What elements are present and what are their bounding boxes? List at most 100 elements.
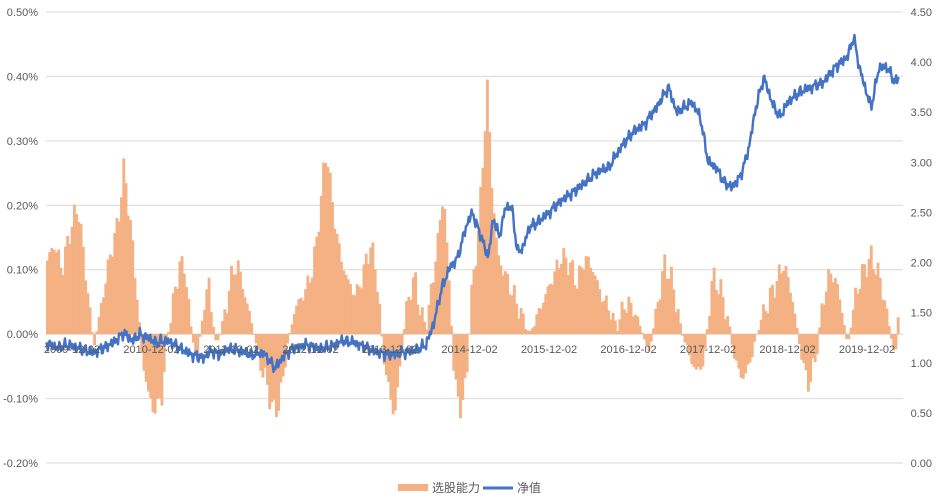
bar	[245, 303, 249, 335]
bar	[268, 334, 272, 410]
bar	[425, 329, 429, 335]
bar	[200, 320, 204, 335]
bar	[218, 334, 222, 335]
bar	[562, 248, 566, 335]
bar	[663, 254, 667, 335]
bar	[225, 313, 229, 335]
bar	[854, 287, 857, 335]
bar	[865, 277, 869, 335]
bar	[528, 330, 532, 335]
bar	[362, 264, 366, 335]
bar	[252, 334, 256, 335]
x-tick-label: 2017-12-02	[680, 344, 736, 356]
bar	[257, 334, 260, 350]
bar	[144, 334, 148, 382]
bar	[173, 286, 177, 335]
legend: 选股能力 净值	[398, 480, 541, 495]
bar	[737, 334, 741, 369]
bar	[699, 334, 703, 370]
right-tick-label: 4.00	[911, 57, 932, 69]
nav-line	[45, 33, 900, 374]
bar	[308, 282, 312, 335]
bar	[160, 334, 164, 406]
bar	[735, 334, 738, 361]
bar	[445, 242, 449, 335]
bar	[223, 309, 227, 335]
bar	[757, 329, 761, 335]
x-axis: 2009-12-02 2010-12-02 2011-12-02 2012-12-02…	[44, 344, 895, 356]
bar	[180, 256, 184, 335]
bar	[829, 273, 833, 335]
bar	[672, 289, 676, 335]
bar	[472, 269, 476, 335]
bar	[685, 334, 689, 346]
bar	[68, 244, 72, 335]
bar	[48, 252, 52, 335]
bar	[459, 334, 462, 419]
bar	[896, 317, 900, 335]
bar	[84, 280, 88, 335]
bar	[600, 302, 604, 335]
bar	[506, 273, 510, 335]
bar	[236, 260, 240, 335]
bar	[800, 334, 804, 360]
bar	[456, 334, 460, 397]
bar	[389, 334, 393, 400]
left-y-axis: 0.50% 0.40% 0.30% 0.20% 0.10% 0.00% -0.10% -0.2…	[3, 7, 38, 470]
right-tick-label: 1.50	[911, 308, 932, 320]
left-tick-label: 0.20%	[7, 200, 38, 212]
bar	[405, 301, 409, 335]
bar	[79, 224, 83, 335]
x-tick-label: 2015-12-02	[521, 344, 577, 356]
bar	[214, 334, 218, 341]
bar	[548, 283, 552, 335]
bar	[573, 285, 577, 335]
x-tick-label: 2013-12-02	[362, 344, 418, 356]
bar	[178, 261, 182, 335]
bar	[351, 294, 355, 335]
bar	[661, 271, 664, 335]
bar	[162, 334, 166, 372]
bar	[463, 334, 467, 379]
bar	[762, 304, 765, 335]
bar	[654, 308, 658, 335]
legend-label-line: 净值	[517, 480, 541, 495]
bar	[429, 283, 433, 335]
bar	[358, 286, 361, 335]
bar	[104, 283, 108, 335]
x-tick-label: 2016-12-02	[600, 344, 656, 356]
bar	[780, 273, 783, 335]
left-tick-label: 0.00%	[7, 329, 38, 341]
bar	[611, 312, 615, 335]
bar	[874, 274, 878, 335]
bar	[86, 292, 90, 335]
bar	[593, 275, 597, 335]
bar	[450, 325, 453, 335]
bar	[631, 316, 635, 335]
bar	[113, 232, 117, 335]
bar	[643, 334, 646, 340]
left-tick-label: -0.20%	[3, 458, 38, 470]
bar	[777, 264, 781, 335]
bar	[90, 332, 94, 335]
bar	[831, 282, 835, 335]
bar	[683, 334, 687, 343]
bar	[59, 267, 63, 335]
bar	[122, 158, 126, 335]
bar	[420, 307, 424, 335]
bar	[784, 265, 788, 335]
bar	[288, 333, 292, 335]
bar	[741, 334, 745, 379]
bar	[198, 334, 202, 337]
bar	[535, 314, 539, 335]
bar	[393, 334, 397, 411]
bar	[804, 334, 808, 371]
bar	[501, 275, 505, 335]
bar	[452, 334, 456, 371]
bar	[827, 269, 831, 335]
bar	[679, 323, 682, 335]
bar	[355, 284, 359, 335]
bar	[230, 265, 233, 335]
bar	[696, 334, 700, 368]
bar	[423, 321, 426, 335]
